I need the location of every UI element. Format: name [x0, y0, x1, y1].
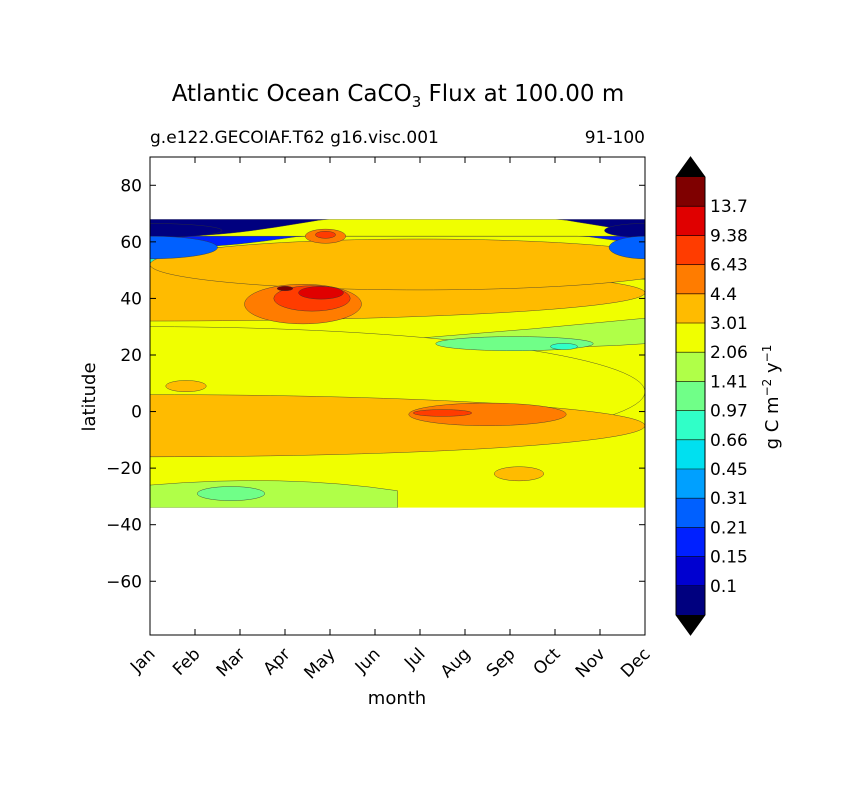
x-axis-label: month	[368, 688, 426, 709]
contour-blob	[165, 380, 207, 392]
x-tick-label: Jun	[351, 644, 385, 678]
colorbar-tick-label: 6.43	[710, 256, 748, 276]
y-axis: 80 60 40 20 0 −20 −40 −60	[106, 176, 645, 592]
x-tick-label: Aug	[437, 644, 475, 682]
colorbar-tick-label: 0.97	[710, 402, 748, 422]
y-tick-label: 40	[120, 289, 142, 309]
chart-title: Atlantic Ocean CaCO3 Flux at 100.00 m	[172, 81, 625, 111]
contour-blob	[413, 409, 472, 417]
contour-blob	[150, 238, 645, 291]
x-tick-label: Feb	[169, 644, 204, 679]
colorbar-swatch	[676, 556, 705, 587]
x-tick-label: Apr	[260, 644, 295, 679]
colorbar-tick-label: 0.31	[710, 489, 748, 509]
colorbar-label: g C m−2 y−1	[760, 345, 783, 450]
plot-frame	[149, 156, 646, 636]
contour-blob	[197, 486, 265, 501]
colorbar-tick-label: 0.45	[710, 460, 748, 480]
contour-blob	[604, 223, 645, 238]
colorbar-swatch	[676, 585, 705, 616]
colorbar-swatch	[676, 527, 705, 558]
subtitle-right: 91-100	[585, 128, 645, 148]
x-tick-label: Oct	[530, 644, 565, 679]
colorbar-frame	[675, 156, 706, 636]
colorbar-under-arrow	[676, 615, 705, 635]
x-tick-label: Nov	[572, 644, 610, 682]
y-tick-label: 80	[120, 176, 142, 196]
contour-field	[150, 157, 645, 635]
colorbar-swatch	[676, 206, 705, 236]
colorbar-swatch	[676, 264, 705, 295]
colorbar-tick-label: 0.1	[710, 577, 737, 597]
colorbar-tick-label: 0.66	[710, 431, 748, 451]
subtitle-left: g.e122.GECOIAF.T62 g16.visc.001	[150, 128, 439, 148]
colorbar-swatch	[676, 498, 705, 528]
colorbar-swatch	[676, 439, 705, 470]
y-axis-label: latitude	[79, 362, 100, 431]
y-tick-label: 0	[131, 403, 142, 423]
colorbar-swatch	[676, 352, 705, 382]
x-tick-label: Jan	[126, 644, 159, 677]
colorbar-swatch	[676, 235, 705, 266]
colorbar-swatch	[676, 323, 705, 353]
x-tick-label: Dec	[617, 644, 654, 681]
colorbar-tick-label: 0.15	[710, 548, 748, 568]
contour-blob	[150, 223, 223, 238]
y-tick-label: −20	[106, 459, 142, 479]
colorbar-swatch	[676, 381, 705, 412]
colorbar: 0.1 0.15 0.21 0.31 0.45 0.66 0.97 1.41 2.06 3.01 4…	[675, 156, 748, 636]
y-tick-label: 60	[120, 233, 142, 253]
south-band	[150, 480, 398, 508]
y-tick-label: 20	[120, 346, 142, 366]
y-tick-label: −60	[106, 572, 142, 592]
colorbar-over-arrow	[676, 157, 705, 177]
contour-blob	[150, 235, 218, 260]
contour-blob	[550, 343, 578, 350]
colorbar-tick-label: 1.41	[710, 372, 748, 392]
land-mask-south	[150, 507, 645, 635]
colorbar-tick-label: 13.7	[710, 197, 748, 217]
x-tick-label: May	[301, 644, 340, 683]
contour-blob	[408, 402, 567, 426]
contour-blob	[276, 286, 294, 291]
x-tick-label: Mar	[213, 644, 250, 681]
colorbar-swatch	[676, 293, 705, 324]
colorbar-tick-label: 0.21	[710, 518, 748, 538]
land-mask-north	[150, 157, 645, 220]
colorbar-swatch	[676, 469, 705, 499]
colorbar-swatch	[676, 410, 705, 441]
colorbar-tick-label: 3.01	[710, 314, 748, 334]
x-tick-label: Sep	[483, 644, 520, 681]
contour-blob	[298, 286, 344, 300]
colorbar-swatch	[676, 177, 705, 207]
north-band	[150, 235, 645, 248]
contour-blob	[494, 466, 544, 482]
x-tick-label: Jul	[400, 644, 429, 673]
colorbar-tick-label: 2.06	[710, 343, 748, 363]
y-tick-label: −40	[106, 516, 142, 536]
colorbar-tick-label: 9.38	[710, 226, 748, 246]
contour-blob	[315, 231, 336, 239]
colorbar-tick-label: 4.4	[710, 285, 737, 305]
contour-blob	[608, 235, 645, 260]
